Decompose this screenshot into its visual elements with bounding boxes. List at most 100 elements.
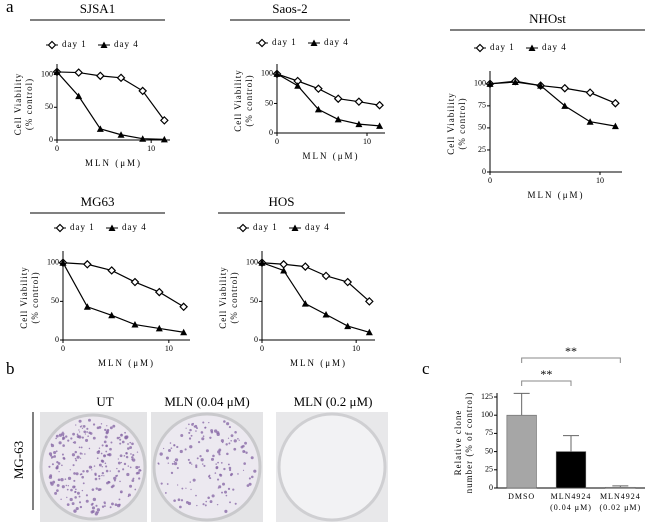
chart-title: MG63 (81, 194, 115, 209)
dish (151, 412, 263, 522)
marker (344, 322, 352, 330)
legend-label: day 1 (272, 37, 297, 47)
marker (130, 277, 140, 287)
marker (300, 262, 310, 271)
y-tick-label: 125 (481, 392, 493, 401)
legend-label: day 4 (122, 222, 147, 232)
marker (179, 302, 188, 312)
marker (561, 102, 569, 109)
y-tick-label: 75 (478, 101, 486, 110)
y-tick-label: 0 (269, 128, 273, 137)
y-tick-label: 0 (55, 335, 59, 344)
y-tick-label: 0 (482, 167, 486, 176)
marker (160, 116, 169, 125)
chart-title: HOS (268, 194, 294, 209)
y-tick-label: 25 (485, 465, 493, 474)
marker (560, 83, 570, 93)
x-tick-note: (0.02 μM) (599, 503, 641, 512)
y-tick-label: 0 (254, 335, 258, 344)
x-tick-label: MLN4924 (551, 492, 592, 501)
chart-title: Saos-2 (272, 1, 307, 16)
legend-label: day 4 (542, 42, 567, 52)
marker (279, 259, 289, 269)
x-tick-label: 10 (147, 144, 155, 153)
dish-label: MLN (0.04 μM) (164, 394, 249, 409)
chart-title: SJSA1 (80, 1, 115, 16)
marker (375, 100, 384, 110)
y-tick-label: 50 (51, 296, 59, 305)
marker (108, 311, 116, 319)
marker (537, 82, 545, 89)
significance-label: ** (565, 344, 577, 358)
significance-bracket (521, 380, 572, 386)
dish (39, 412, 147, 522)
marker (280, 266, 288, 274)
marker (139, 135, 147, 142)
y-axis-label: Cell Viability (218, 266, 228, 329)
legend-marker (47, 40, 57, 50)
y-axis-label: Cell Viability (13, 73, 23, 136)
y-axis-label: (% control) (30, 271, 40, 323)
marker (334, 115, 342, 123)
x-tick-note: (0.04 μM) (550, 503, 592, 512)
marker (354, 97, 364, 107)
marker (96, 125, 104, 132)
legend-label: day 4 (114, 39, 139, 49)
cell-line-label: MG-63 (11, 441, 26, 479)
legend-marker (257, 38, 267, 48)
marker (486, 80, 494, 87)
marker (83, 303, 91, 310)
y-tick-label: 50 (45, 102, 53, 111)
y-axis-label: Cell Viability (446, 92, 456, 155)
legend-label: day 1 (490, 42, 515, 52)
bar (605, 486, 636, 489)
marker (75, 92, 83, 100)
panel-label: a (6, 0, 14, 16)
x-tick-label: 10 (596, 176, 604, 185)
marker (53, 68, 61, 75)
marker (343, 277, 353, 287)
marker (586, 118, 594, 125)
y-tick-label: 50 (478, 123, 486, 132)
marker (322, 311, 330, 318)
marker (314, 105, 322, 113)
y-tick-label: 50 (485, 446, 493, 455)
y-tick-label: 100 (47, 258, 59, 267)
marker (611, 122, 619, 130)
significance-label: ** (540, 367, 552, 381)
marker (59, 259, 67, 266)
marker (321, 271, 331, 281)
series-line (489, 80, 616, 104)
y-tick-label: 100 (246, 258, 258, 267)
bar (506, 414, 537, 489)
marker (611, 98, 620, 108)
x-tick-label: 10 (352, 344, 360, 353)
marker (301, 300, 309, 307)
legend-marker (108, 224, 116, 231)
legend-marker (100, 41, 108, 48)
y-tick-label: 0 (49, 135, 53, 144)
y-tick-label: 25 (478, 145, 486, 154)
x-tick-label: 0 (488, 176, 492, 185)
y-tick-label: 50 (250, 296, 258, 305)
x-tick-label: 10 (165, 344, 173, 353)
y-tick-label: 100 (261, 69, 273, 78)
marker (180, 328, 188, 336)
legend-label: day 1 (70, 222, 95, 232)
legend-marker (291, 224, 299, 231)
panel-label: b (6, 359, 15, 378)
x-tick-label: 0 (55, 144, 59, 153)
legend-label: day 4 (324, 37, 349, 47)
marker (258, 259, 266, 266)
legend-marker (528, 44, 536, 51)
marker (511, 78, 519, 86)
legend-label: day 1 (62, 39, 87, 49)
y-axis-label: Relative clone (453, 410, 463, 476)
marker (294, 82, 302, 89)
legend-marker (55, 223, 65, 233)
y-axis-label: number (% of control) (464, 392, 474, 494)
colonies (48, 418, 257, 516)
legend-marker (475, 43, 485, 53)
x-axis-label: MLN (μM) (98, 358, 155, 368)
marker (95, 71, 105, 81)
